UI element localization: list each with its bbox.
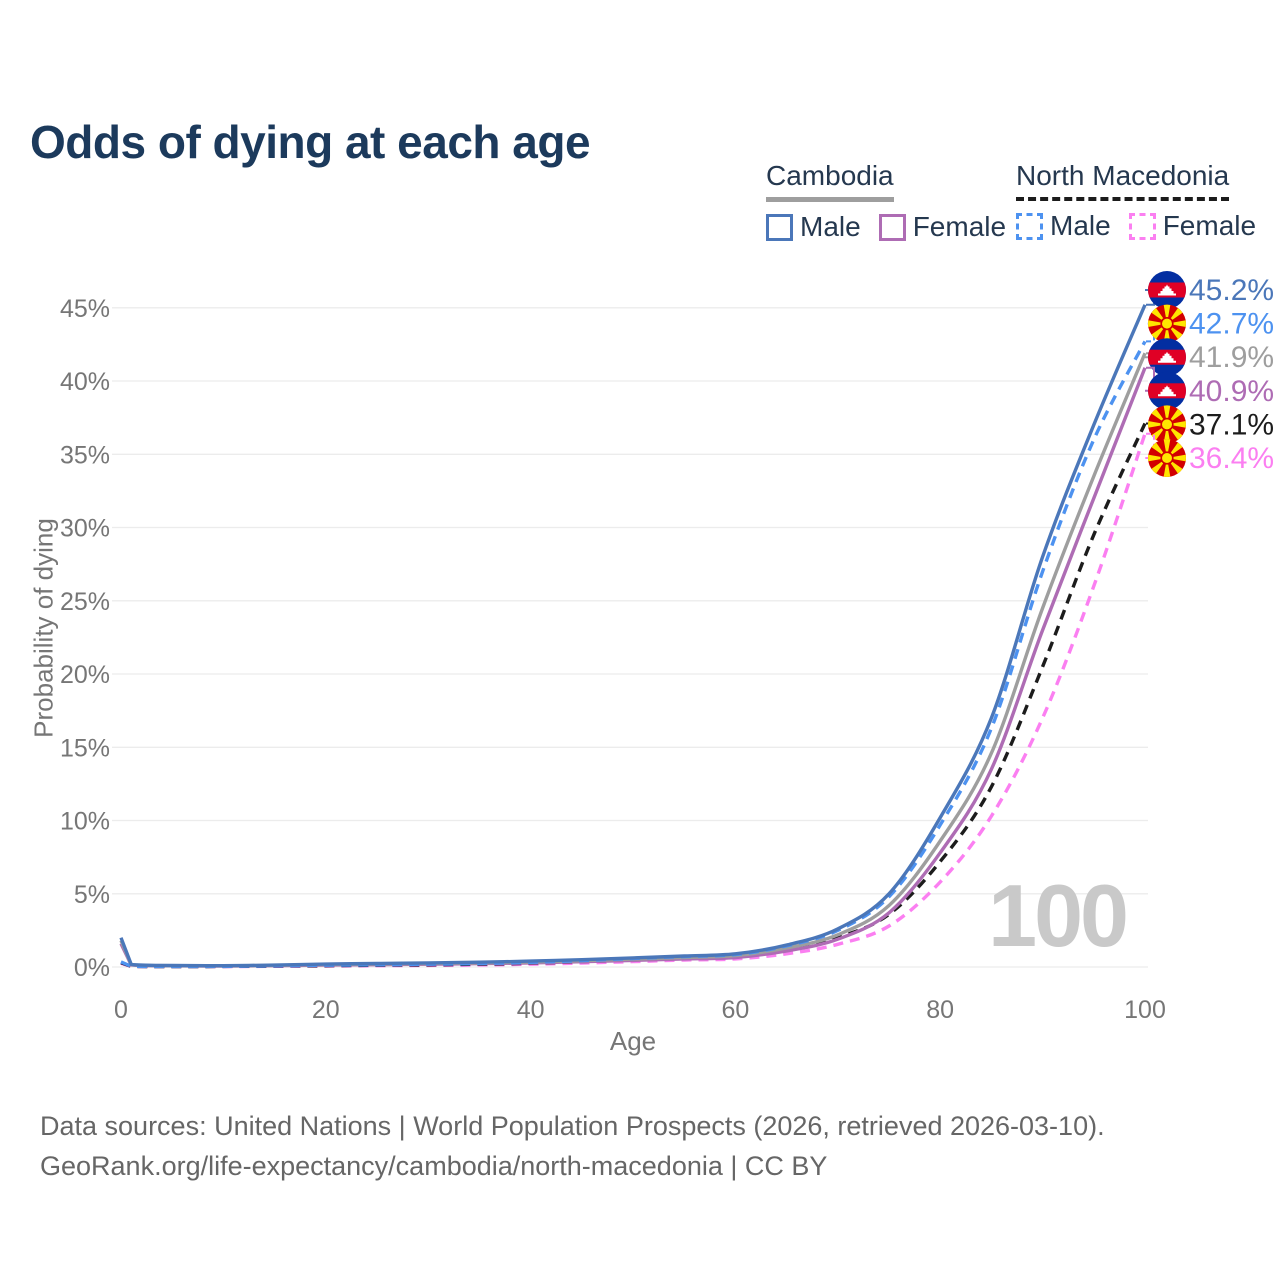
y-tick-label: 35% (60, 441, 110, 469)
series-line-cambodia-male (119, 304, 1147, 968)
end-value-label-cambodia-overall: 41.9% (1189, 341, 1274, 374)
north-macedonia-flag-icon (1148, 304, 1186, 343)
north-macedonia-flag-icon (1148, 439, 1186, 477)
page-title: Odds of dying at each age (30, 115, 591, 168)
cambodia-flag-icon (1148, 271, 1186, 309)
legend-row-north-macedonia: Male Female (1016, 210, 1274, 242)
end-labels: 45.2%42.7%41.9%40.9%37.1%36.4% (1145, 271, 1274, 477)
end-value-label-north-macedonia-female: 36.4% (1189, 442, 1274, 475)
legend-swatch-north-macedonia-male (1016, 212, 1043, 240)
x-tick-label: 40 (517, 996, 545, 1024)
end-value-label-cambodia-female: 40.9% (1189, 375, 1274, 408)
y-tick-label: 40% (60, 368, 110, 396)
legend-label-cambodia-female: Female (912, 211, 1007, 242)
age-watermark: 100 (988, 866, 1126, 965)
x-axis-title: Age (609, 1026, 657, 1056)
x-tick-label: 0 (114, 996, 128, 1024)
legend-country-cambodia: Cambodia (766, 160, 894, 202)
legend-swatch-cambodia-male (766, 213, 793, 241)
legend: Cambodia Male Female North Macedonia Mal… (0, 160, 1280, 250)
y-tick-label: 30% (60, 515, 110, 543)
end-value-label-north-macedonia-male: 42.7% (1189, 308, 1274, 341)
y-tick-label: 10% (60, 808, 110, 836)
footer-source-line: Data sources: United Nations | World Pop… (40, 1111, 1105, 1141)
y-tick-label: 0% (74, 954, 110, 982)
y-tick-label: 25% (60, 588, 110, 616)
legend-row-cambodia: Male Female (766, 211, 1024, 243)
legend-swatch-cambodia-female (878, 213, 906, 241)
legend-label-cambodia-male: Male (800, 211, 861, 242)
cambodia-flag-icon (1148, 371, 1186, 410)
cambodia-flag-icon (1148, 338, 1186, 377)
end-value-label-north-macedonia-overall: 37.1% (1189, 408, 1274, 441)
footer-url-line: GeoRank.org/life-expectancy/cambodia/nor… (40, 1151, 828, 1181)
legend-country-north-macedonia: North Macedonia (1016, 160, 1230, 201)
y-tick-label: 20% (60, 661, 110, 689)
y-tick-label: 5% (74, 881, 110, 909)
legend-group-cambodia: Cambodia Male Female (766, 160, 1024, 243)
y-tick-label: 15% (60, 734, 110, 762)
legend-group-north-macedonia: North Macedonia Male Female (1016, 160, 1274, 242)
series-lines (119, 304, 1147, 969)
x-axis-tick-labels: 0 20 40 60 80 100 (114, 996, 1166, 1024)
legend-swatch-north-macedonia-female (1128, 212, 1156, 240)
x-tick-label: 80 (926, 996, 954, 1024)
y-axis-tick-labels: 0% 5% 10% 15% 20% 25% 30% 35% 40% 45% (60, 295, 110, 982)
legend-label-north-macedonia-male: Male (1050, 210, 1111, 241)
x-tick-label: 20 (312, 996, 340, 1024)
x-tick-label: 100 (1124, 996, 1166, 1024)
x-tick-label: 60 (721, 996, 749, 1024)
y-tick-label: 45% (60, 295, 110, 323)
footer: Data sources: United Nations | World Pop… (40, 1106, 1105, 1186)
legend-label-north-macedonia-female: Female (1162, 210, 1257, 241)
end-value-label-cambodia-male: 45.2% (1189, 274, 1274, 307)
